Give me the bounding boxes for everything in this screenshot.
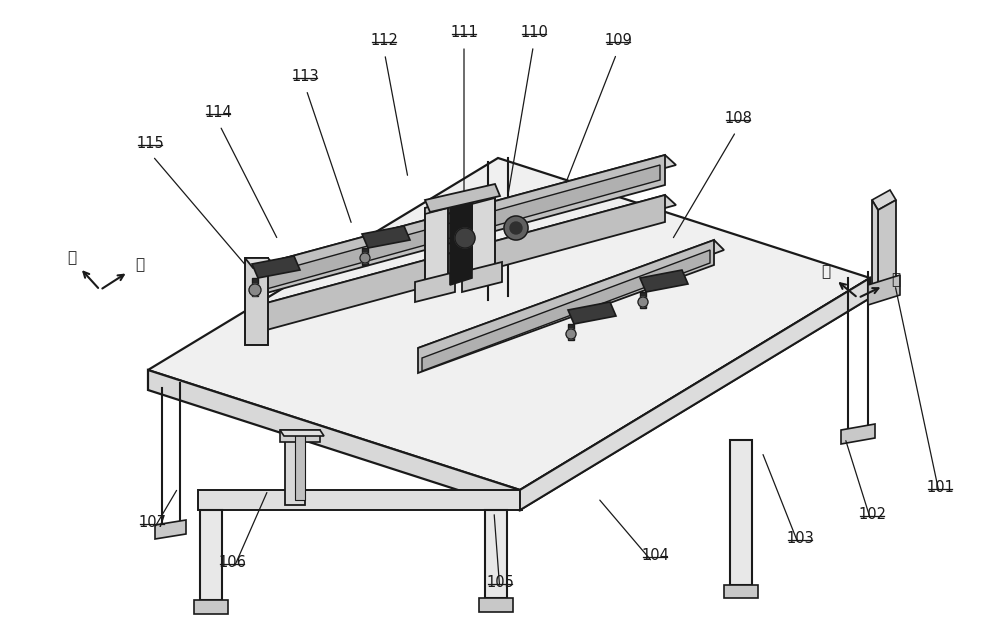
Text: 109: 109 (604, 33, 632, 48)
Polygon shape (285, 435, 305, 505)
Polygon shape (295, 435, 305, 500)
Polygon shape (280, 430, 320, 442)
Polygon shape (485, 510, 507, 598)
Polygon shape (418, 240, 714, 373)
Polygon shape (415, 272, 455, 302)
Polygon shape (280, 430, 324, 436)
Polygon shape (252, 165, 660, 293)
Circle shape (566, 329, 576, 339)
Polygon shape (872, 200, 878, 300)
Polygon shape (724, 585, 758, 598)
Polygon shape (472, 192, 495, 278)
Polygon shape (148, 158, 870, 490)
Polygon shape (425, 202, 448, 288)
Text: 左: 左 (821, 264, 831, 279)
Text: 后: 后 (67, 251, 77, 266)
Polygon shape (520, 278, 870, 510)
Circle shape (638, 297, 648, 307)
Polygon shape (194, 600, 228, 614)
Polygon shape (362, 226, 410, 248)
Polygon shape (462, 262, 502, 292)
Polygon shape (568, 302, 616, 324)
Polygon shape (245, 258, 268, 345)
Polygon shape (868, 275, 900, 305)
Text: 107: 107 (138, 515, 166, 530)
Text: 102: 102 (858, 507, 886, 522)
Polygon shape (245, 258, 276, 268)
Text: 106: 106 (218, 555, 246, 570)
Polygon shape (450, 198, 472, 285)
Polygon shape (872, 190, 896, 210)
Polygon shape (362, 248, 368, 265)
Text: 111: 111 (450, 25, 478, 40)
Text: 115: 115 (136, 136, 164, 151)
Polygon shape (252, 256, 300, 278)
Polygon shape (248, 195, 665, 335)
Polygon shape (841, 424, 875, 444)
Polygon shape (425, 184, 500, 212)
Polygon shape (568, 324, 574, 340)
Polygon shape (640, 270, 688, 292)
Text: 104: 104 (641, 548, 669, 563)
Polygon shape (640, 292, 646, 308)
Polygon shape (248, 155, 665, 298)
Circle shape (455, 228, 475, 248)
Text: 108: 108 (724, 111, 752, 126)
Polygon shape (198, 490, 522, 510)
Polygon shape (425, 202, 448, 214)
Text: 101: 101 (926, 480, 954, 495)
Polygon shape (200, 510, 222, 600)
Polygon shape (248, 195, 676, 318)
Text: 113: 113 (291, 69, 319, 84)
Circle shape (510, 222, 522, 234)
Polygon shape (520, 278, 870, 510)
Text: 右: 右 (135, 258, 145, 272)
Polygon shape (248, 155, 676, 278)
Polygon shape (472, 192, 495, 204)
Text: 110: 110 (520, 25, 548, 40)
Polygon shape (479, 598, 513, 612)
Text: 103: 103 (786, 531, 814, 546)
Polygon shape (148, 370, 520, 510)
Polygon shape (252, 278, 258, 296)
Polygon shape (878, 200, 896, 300)
Polygon shape (155, 520, 186, 539)
Circle shape (249, 284, 261, 296)
Text: 114: 114 (204, 105, 232, 120)
Polygon shape (730, 440, 752, 585)
Circle shape (504, 216, 528, 240)
Circle shape (360, 253, 370, 263)
Polygon shape (418, 240, 724, 358)
Text: 前: 前 (891, 272, 901, 288)
Text: 105: 105 (486, 575, 514, 590)
Polygon shape (422, 250, 710, 371)
Text: 112: 112 (370, 33, 398, 48)
